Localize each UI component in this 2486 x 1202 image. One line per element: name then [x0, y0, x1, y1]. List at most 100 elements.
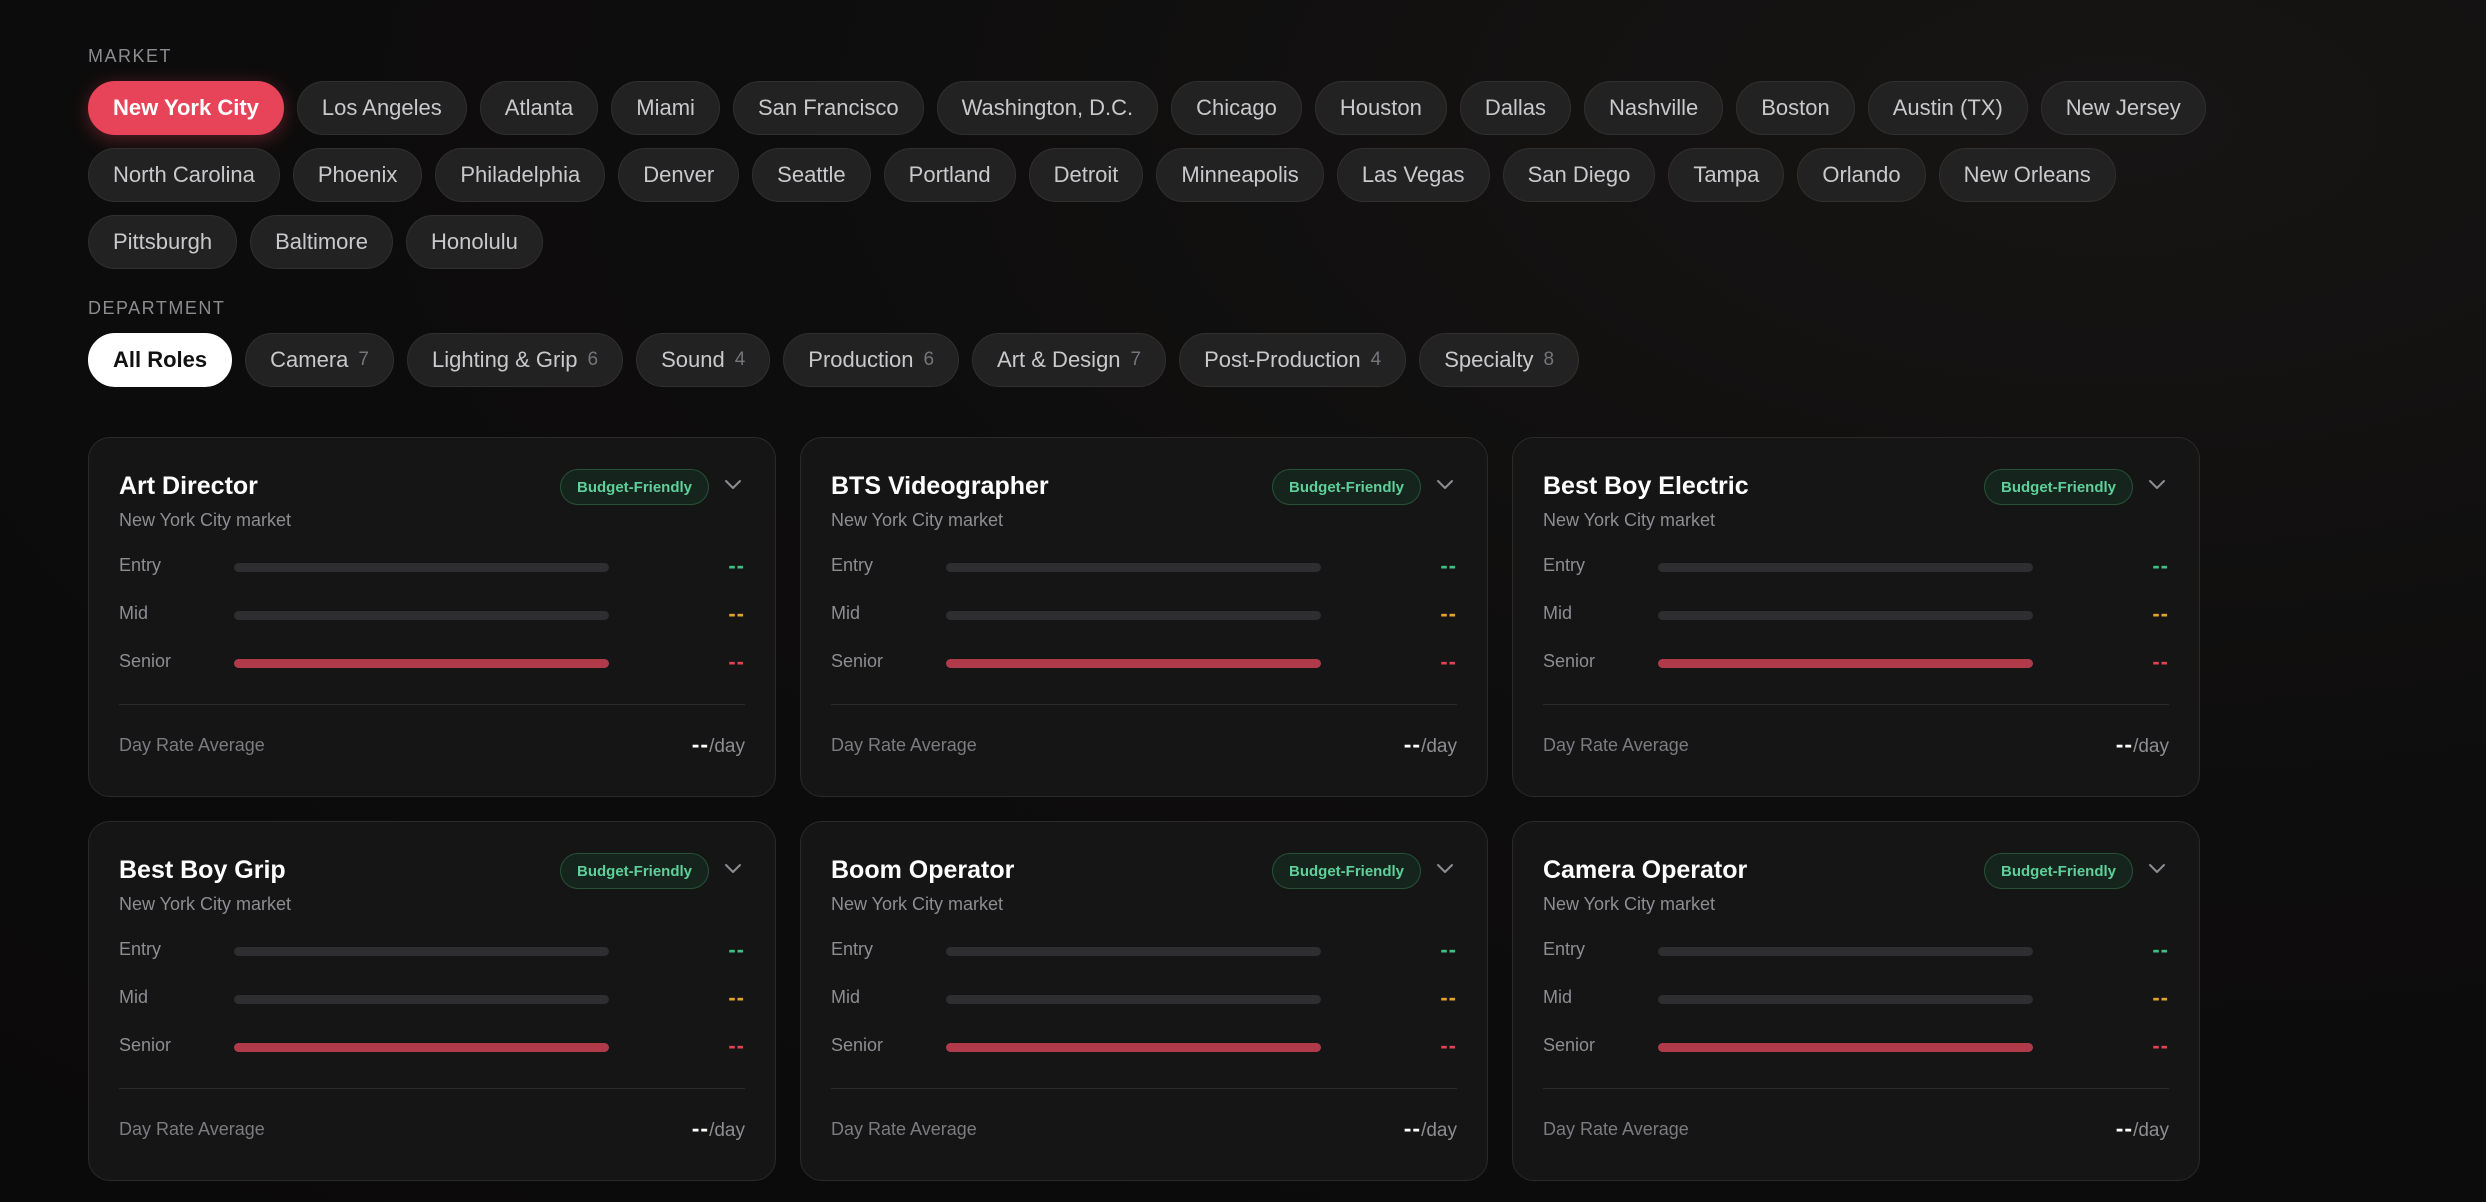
department-pill-count: 4	[1370, 349, 1382, 370]
market-pill-north-carolina[interactable]: North Carolina	[88, 148, 280, 202]
rate-row-entry: Entry --	[1543, 937, 2169, 963]
market-pill-boston[interactable]: Boston	[1736, 81, 1855, 135]
rate-value-entry: --	[2152, 937, 2169, 962]
rate-bar-entry	[946, 563, 1321, 572]
market-pill-detroit[interactable]: Detroit	[1028, 148, 1144, 202]
role-title: Best Boy Electric	[1543, 472, 1749, 500]
department-section-label: DEPARTMENT	[88, 298, 226, 318]
card-divider	[831, 704, 1457, 705]
market-pill-portland[interactable]: Portland	[883, 148, 1016, 202]
rate-bar-senior	[946, 1043, 1321, 1052]
department-pill-label: Post-Production	[1204, 347, 1361, 372]
role-market: New York City market	[1543, 894, 1716, 914]
day-rate-amount: --	[691, 731, 710, 757]
market-pill-seattle[interactable]: Seattle	[752, 148, 871, 202]
department-pill-camera[interactable]: Camera 7	[245, 333, 394, 387]
market-pill-tampa[interactable]: Tampa	[1668, 148, 1785, 202]
department-pill-art-design[interactable]: Art & Design 7	[972, 333, 1167, 387]
chevron-down-icon[interactable]	[2147, 478, 2167, 492]
department-pill-all-roles[interactable]: All Roles	[88, 333, 233, 387]
day-rate-average-value: --/day	[692, 1115, 745, 1142]
rate-value-mid: --	[1440, 601, 1457, 626]
rate-level-label: Senior	[831, 1035, 884, 1055]
day-rate-amount: --	[1403, 731, 1422, 757]
market-pill-minneapolis[interactable]: Minneapolis	[1156, 148, 1324, 202]
chevron-down-icon[interactable]	[1435, 478, 1455, 492]
card-divider	[831, 1088, 1457, 1089]
department-pill-specialty[interactable]: Specialty 8	[1419, 333, 1580, 387]
market-pill-las-vegas[interactable]: Las Vegas	[1336, 148, 1490, 202]
budget-badge: Budget-Friendly	[1984, 853, 2133, 889]
market-pill-los-angeles[interactable]: Los Angeles	[296, 81, 467, 135]
role-card-camera-operator[interactable]: Camera Operator New York City market Budge…	[1512, 821, 2200, 1181]
market-pill-phoenix[interactable]: Phoenix	[292, 148, 423, 202]
role-card-best-boy-electric[interactable]: Best Boy Electric New York City market Bud…	[1512, 437, 2200, 797]
market-pill-san-francisco[interactable]: San Francisco	[732, 81, 924, 135]
market-pill-denver[interactable]: Denver	[618, 148, 740, 202]
market-pill-baltimore[interactable]: Baltimore	[250, 215, 393, 269]
role-card-art-director[interactable]: Art Director New York City market Budget-F…	[88, 437, 776, 797]
rate-row-mid: Mid --	[1543, 601, 2169, 627]
day-rate-amount: --	[2115, 1115, 2134, 1141]
budget-badge: Budget-Friendly	[1272, 469, 1421, 505]
budget-badge: Budget-Friendly	[560, 469, 709, 505]
role-title: Best Boy Grip	[119, 856, 286, 884]
department-pill-sound[interactable]: Sound 4	[636, 333, 771, 387]
market-pill-miami[interactable]: Miami	[611, 81, 720, 135]
chevron-down-icon[interactable]	[2147, 862, 2167, 876]
rate-level-label: Senior	[119, 1035, 172, 1055]
rate-value-mid: --	[728, 985, 745, 1010]
rate-row-mid: Mid --	[119, 601, 745, 627]
market-pill-new-jersey[interactable]: New Jersey	[2040, 81, 2206, 135]
market-pill-atlanta[interactable]: Atlanta	[479, 81, 599, 135]
day-rate-amount: --	[2115, 731, 2134, 757]
day-rate-unit: /day	[1421, 1120, 1457, 1141]
rate-bar-mid	[234, 611, 609, 620]
rate-value-mid: --	[728, 601, 745, 626]
rate-bar-mid	[1658, 611, 2033, 620]
market-pill-pittsburgh[interactable]: Pittsburgh	[88, 215, 238, 269]
department-pill-label: Production	[808, 347, 914, 372]
market-pill-nashville[interactable]: Nashville	[1583, 81, 1724, 135]
department-pill-lighting-grip[interactable]: Lighting & Grip 6	[406, 333, 624, 387]
market-pill-philadelphia[interactable]: Philadelphia	[435, 148, 606, 202]
market-pill-san-diego[interactable]: San Diego	[1502, 148, 1656, 202]
chevron-down-icon[interactable]	[723, 862, 743, 876]
role-card-bts-videographer[interactable]: BTS Videographer New York City market Budg…	[800, 437, 1488, 797]
department-pill-post-production[interactable]: Post-Production 4	[1179, 333, 1407, 387]
market-pill-new-orleans[interactable]: New Orleans	[1938, 148, 2116, 202]
department-pill-count: 6	[587, 349, 599, 370]
rate-level-label: Entry	[1543, 555, 1586, 575]
role-card-boom-operator[interactable]: Boom Operator New York City market Budget-…	[800, 821, 1488, 1181]
market-pill-dallas[interactable]: Dallas	[1459, 81, 1571, 135]
card-divider	[1543, 1088, 2169, 1089]
budget-badge: Budget-Friendly	[1984, 469, 2133, 505]
rate-value-entry: --	[728, 553, 745, 578]
day-rate-unit: /day	[1421, 736, 1457, 757]
market-pill-houston[interactable]: Houston	[1314, 81, 1447, 135]
role-market: New York City market	[831, 510, 1004, 530]
department-pill-production[interactable]: Production 6	[783, 333, 960, 387]
role-card-best-boy-grip[interactable]: Best Boy Grip New York City market Budget-…	[88, 821, 776, 1181]
market-pill-chicago[interactable]: Chicago	[1171, 81, 1302, 135]
market-pill-washington-d-c[interactable]: Washington, D.C.	[936, 81, 1159, 135]
rate-value-senior: --	[728, 649, 745, 674]
rate-level-label: Senior	[1543, 651, 1596, 671]
rate-row-mid: Mid --	[119, 985, 745, 1011]
rate-row-entry: Entry --	[119, 553, 745, 579]
rate-value-mid: --	[2152, 985, 2169, 1010]
market-pill-honolulu[interactable]: Honolulu	[405, 215, 543, 269]
day-rate-average-label: Day Rate Average	[1543, 735, 1689, 755]
rate-level-label: Mid	[1543, 987, 1573, 1007]
chevron-down-icon[interactable]	[1435, 862, 1455, 876]
market-pill-new-york-city[interactable]: New York City	[88, 81, 284, 135]
market-pill-orlando[interactable]: Orlando	[1797, 148, 1926, 202]
rate-row-senior: Senior --	[1543, 649, 2169, 675]
day-rate-average-label: Day Rate Average	[831, 1119, 977, 1139]
department-pill-count: 8	[1543, 349, 1555, 370]
market-pill-austin-tx[interactable]: Austin (TX)	[1867, 81, 2028, 135]
chevron-down-icon[interactable]	[723, 478, 743, 492]
role-title: BTS Videographer	[831, 472, 1049, 500]
rate-bar-entry	[946, 947, 1321, 956]
rate-row-mid: Mid --	[831, 601, 1457, 627]
